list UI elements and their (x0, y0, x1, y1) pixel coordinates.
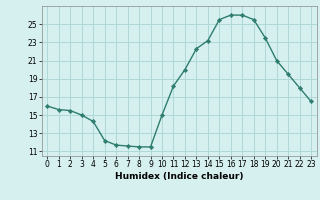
X-axis label: Humidex (Indice chaleur): Humidex (Indice chaleur) (115, 172, 244, 181)
